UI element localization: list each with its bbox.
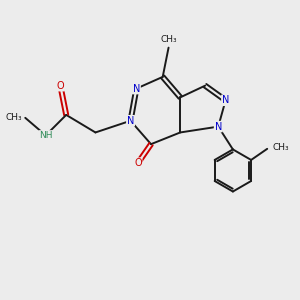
Text: N: N [214,122,222,132]
Text: N: N [222,95,229,105]
Text: O: O [134,158,142,168]
Text: O: O [56,81,64,91]
Text: N: N [127,116,134,126]
Text: CH₃: CH₃ [272,143,289,152]
Text: NH: NH [39,131,52,140]
Text: N: N [133,84,140,94]
Text: CH₃: CH₃ [6,113,22,122]
Text: CH₃: CH₃ [160,35,177,44]
